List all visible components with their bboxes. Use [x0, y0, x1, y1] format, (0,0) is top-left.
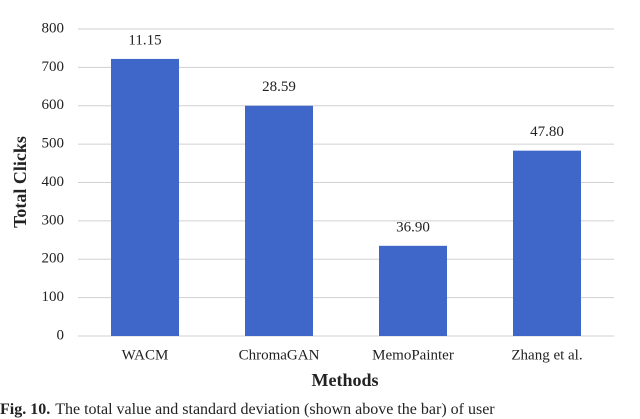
bar-annotation: 36.90	[396, 219, 430, 235]
y-tick-label: 400	[42, 174, 65, 190]
y-axis-title: Total Clicks	[10, 136, 30, 228]
bar	[379, 245, 447, 336]
y-tick-label: 800	[42, 20, 65, 36]
x-tick-label: ChromaGAN	[239, 347, 320, 363]
y-tick-label: 0	[57, 327, 65, 343]
x-axis-title: Methods	[312, 370, 379, 390]
x-tick-label: WACM	[122, 347, 169, 363]
caption-label: Fig. 10.	[0, 401, 50, 418]
bar-annotation: 11.15	[128, 32, 161, 48]
bar-annotation: 28.59	[262, 79, 296, 95]
y-tick-label: 600	[42, 97, 65, 113]
bar	[513, 150, 581, 336]
y-tick-label: 100	[42, 289, 65, 305]
y-tick-label: 500	[42, 136, 65, 152]
bar	[111, 58, 179, 337]
bar	[245, 105, 313, 336]
y-tick-label: 300	[42, 212, 65, 228]
x-tick-label: MemoPainter	[372, 347, 454, 363]
caption-text: The total value and standard deviation (…	[55, 401, 495, 418]
y-tick-label: 700	[42, 59, 65, 75]
bar-annotation: 47.80	[530, 124, 564, 140]
x-tick-label: Zhang et al.	[511, 347, 582, 363]
y-tick-label: 200	[42, 251, 65, 267]
caption: Fig. 10. The total value and standard dev…	[0, 401, 495, 418]
